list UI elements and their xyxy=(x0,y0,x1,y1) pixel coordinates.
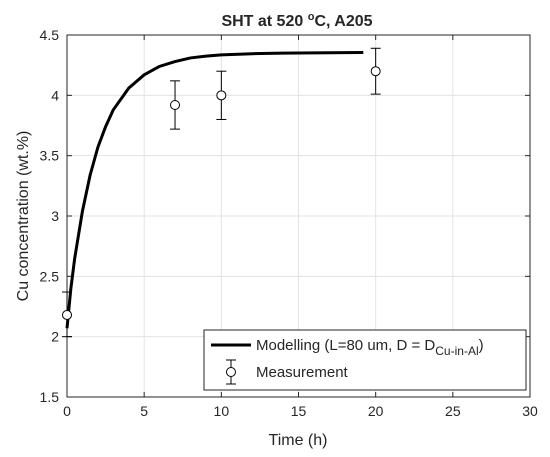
legend-entry-measurement: Measurement xyxy=(256,364,349,381)
y-tick-label: 1.5 xyxy=(40,389,60,405)
legend-marker-swatch xyxy=(226,367,236,377)
measurement-point xyxy=(370,66,381,77)
y-tick-label: 3.5 xyxy=(40,148,60,164)
y-tick-label: 4.5 xyxy=(40,27,60,43)
y-axis-label: Cu concentration (wt.%) xyxy=(15,131,32,302)
measurement-point xyxy=(170,99,181,110)
y-tick-labels: 1.5 2 2.5 3 3.5 4 4.5 xyxy=(40,27,60,405)
y-tick-label: 2 xyxy=(51,329,59,345)
modelling-curve xyxy=(65,51,364,329)
x-axis-label: Time (h) xyxy=(269,432,328,449)
x-tick-labels: 0 5 10 15 20 25 30 xyxy=(63,403,538,419)
legend-entry-modelling: Modelling (L=80 um, D = DCu-in-Al) xyxy=(256,337,484,358)
x-tick-label: 5 xyxy=(140,403,148,419)
x-tick-label: 20 xyxy=(368,403,384,419)
axes xyxy=(66,34,531,398)
x-tick-label: 10 xyxy=(214,403,230,419)
y-tick-label: 3 xyxy=(51,208,59,224)
x-tick-label: 15 xyxy=(291,403,307,419)
measurement-point xyxy=(62,309,72,320)
x-tick-label: 30 xyxy=(522,403,538,419)
chart-title: SHT at 520 oC, A205 xyxy=(221,11,372,30)
x-tick-label: 25 xyxy=(445,403,461,419)
y-tick-label: 2.5 xyxy=(40,268,60,284)
x-tick-label: 0 xyxy=(63,403,71,419)
measurement-point xyxy=(216,90,227,101)
legend-box xyxy=(203,329,527,391)
legend: Modelling (L=80 um, D = DCu-in-Al) Measu… xyxy=(203,329,527,391)
series-layer xyxy=(62,47,381,338)
y-tick-label: 4 xyxy=(51,87,59,103)
